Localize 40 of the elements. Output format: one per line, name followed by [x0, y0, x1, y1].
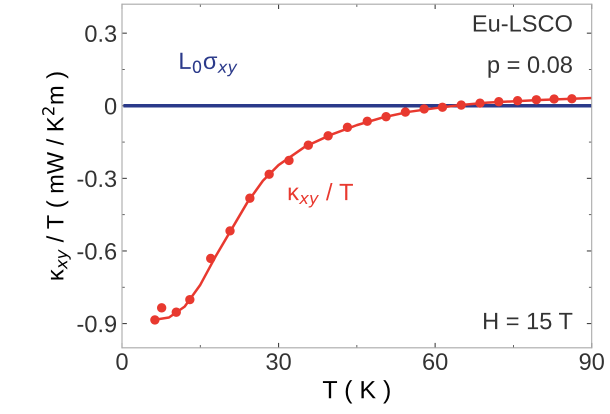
point [420, 104, 429, 114]
point [304, 140, 313, 150]
point [342, 122, 352, 132]
point [150, 315, 160, 325]
point [456, 100, 466, 110]
point [362, 116, 372, 126]
y-tick-label: -0.9 [78, 316, 116, 332]
x-tick-label: 30 [266, 353, 291, 370]
y-tick-label: -0.3 [78, 170, 116, 188]
point [264, 170, 274, 179]
point [284, 156, 294, 166]
point [532, 95, 542, 104]
point [245, 194, 255, 203]
x-tick-label: 90 [580, 353, 604, 370]
point [494, 97, 504, 106]
x-tick-label: 60 [423, 353, 448, 370]
point [549, 94, 559, 104]
y-tick-label: 0.3 [85, 25, 116, 42]
point [567, 94, 577, 104]
point [475, 98, 485, 108]
point [438, 102, 448, 112]
point [172, 308, 181, 317]
point [323, 131, 333, 140]
y-axis-title: κ$_{xy}$ / T ( mW / K$^{2}$m ) [42, 72, 71, 280]
series-label: κ$_{xy}$ / T [288, 183, 353, 208]
annotation: p = 0.08 [488, 56, 572, 78]
point [157, 303, 166, 312]
point [185, 294, 195, 304]
annotation: Eu-LSCO [474, 15, 572, 32]
point [381, 112, 391, 122]
x-tick-label: 0 [116, 353, 128, 370]
annotation: H = 15 T [484, 312, 572, 330]
point [512, 96, 522, 106]
point [225, 226, 235, 236]
series-label: L$_{0}$σ$_{xy}$ [180, 52, 238, 76]
point [400, 107, 410, 117]
y-tick-label: 0 [104, 98, 116, 115]
point [206, 254, 216, 264]
x-axis-title: T ( K ) [322, 380, 390, 404]
y-tick-label: -0.6 [78, 243, 116, 260]
